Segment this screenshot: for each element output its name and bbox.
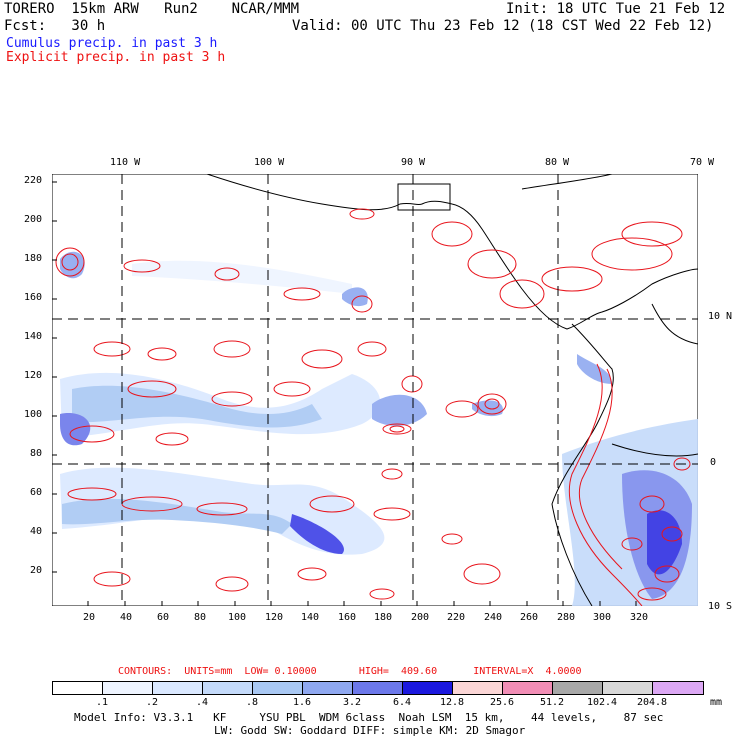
- colorbar-units: mm: [710, 697, 723, 708]
- y-tick: 120: [24, 370, 43, 381]
- y-tick: 60: [30, 487, 43, 498]
- lat-label: 0: [710, 457, 717, 468]
- y-tick: 200: [24, 214, 43, 225]
- colorbar: [52, 681, 704, 695]
- colorbar-label: 51.2: [539, 697, 565, 708]
- colorbar-label: 1.6: [292, 697, 312, 708]
- colorbar-label: 6.4: [392, 697, 412, 708]
- lon-label: 90 W: [401, 157, 426, 168]
- y-tick: 180: [24, 253, 43, 264]
- legend-cumulus: Cumulus precip. in past 3 h: [6, 36, 218, 51]
- colorbar-label: .8: [245, 697, 259, 708]
- x-tick: 180: [374, 612, 393, 623]
- init-time: Init: 18 UTC Tue 21 Feb 12: [506, 1, 726, 17]
- colorbar-label: 25.6: [489, 697, 515, 708]
- x-tick: 280: [557, 612, 576, 623]
- x-tick: 160: [338, 612, 357, 623]
- x-tick: 220: [447, 612, 466, 623]
- colorbar-label: 3.2: [342, 697, 362, 708]
- model-title: TORERO 15km ARW Run2 NCAR/MMM: [4, 1, 300, 17]
- x-tick: 40: [120, 612, 133, 623]
- lon-label: 100 W: [254, 157, 285, 168]
- x-tick: 200: [411, 612, 430, 623]
- lat-label: 10 N: [708, 311, 733, 322]
- legend-explicit: Explicit precip. in past 3 h: [6, 50, 226, 65]
- coastlines: [206, 174, 698, 606]
- x-tick: 60: [157, 612, 170, 623]
- model-physics: LW: Godd SW: Goddard DIFF: simple KM: 2D…: [214, 724, 526, 737]
- forecast-hour: Fcst: 30 h: [4, 18, 106, 34]
- x-tick: 140: [301, 612, 320, 623]
- colorbar-label: .4: [195, 697, 209, 708]
- x-tick: 320: [630, 612, 649, 623]
- x-tick: 100: [228, 612, 247, 623]
- lon-label: 80 W: [545, 157, 570, 168]
- x-tick: 80: [194, 612, 207, 623]
- precip-map: [52, 174, 698, 606]
- explicit-precip-contours: [55, 208, 691, 606]
- axis-ticks: [52, 181, 637, 606]
- contours-info: CONTOURS: UNITS=mm LOW= 0.10000 HIGH= 40…: [118, 666, 582, 677]
- y-tick: 20: [30, 565, 43, 576]
- y-tick: 40: [30, 526, 43, 537]
- colorbar-label: 204.8: [636, 697, 668, 708]
- y-tick: 160: [24, 292, 43, 303]
- x-tick: 240: [484, 612, 503, 623]
- x-tick: 260: [520, 612, 539, 623]
- colorbar-label: 12.8: [439, 697, 465, 708]
- x-tick: 20: [83, 612, 96, 623]
- y-tick: 100: [24, 409, 43, 420]
- valid-time: Valid: 00 UTC Thu 23 Feb 12 (18 CST Wed …: [292, 18, 714, 34]
- lon-label: 110 W: [110, 157, 141, 168]
- lon-label: 70 W: [690, 157, 715, 168]
- y-tick: 80: [30, 448, 43, 459]
- model-info: Model Info: V3.3.1 KF YSU PBL WDM 6class…: [74, 711, 664, 724]
- lat-label: 10 S: [708, 601, 733, 612]
- x-tick: 120: [265, 612, 284, 623]
- graticule: [52, 174, 698, 606]
- y-tick: 140: [24, 331, 43, 342]
- y-tick: 220: [24, 175, 43, 186]
- colorbar-label: .2: [145, 697, 159, 708]
- x-tick: 300: [593, 612, 612, 623]
- colorbar-label: 102.4: [586, 697, 618, 708]
- colorbar-label: .1: [95, 697, 109, 708]
